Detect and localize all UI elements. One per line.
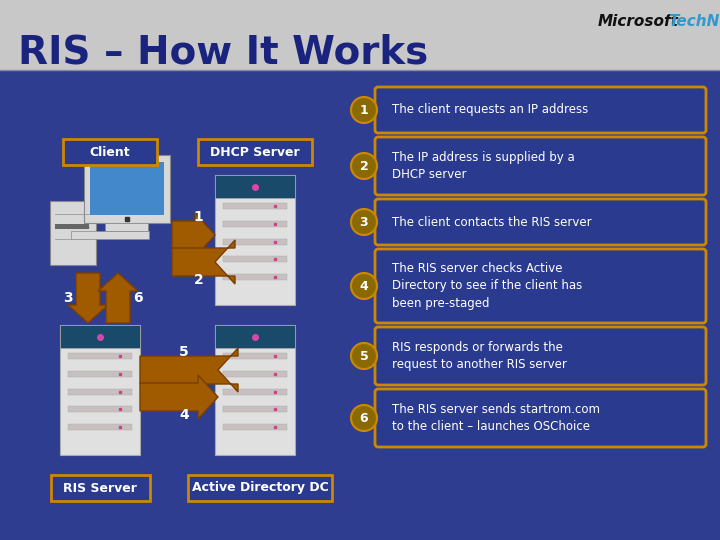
- Text: The IP address is supplied by a
DHCP server: The IP address is supplied by a DHCP ser…: [392, 151, 575, 181]
- Text: 2: 2: [359, 159, 369, 172]
- Circle shape: [351, 343, 377, 369]
- Text: 1: 1: [194, 210, 203, 224]
- Text: 1: 1: [359, 104, 369, 117]
- Bar: [223, 204, 287, 210]
- Bar: [68, 353, 132, 360]
- Text: 2: 2: [194, 273, 203, 287]
- Bar: [223, 388, 287, 395]
- FancyBboxPatch shape: [375, 199, 706, 245]
- Bar: [215, 325, 295, 348]
- Circle shape: [351, 405, 377, 431]
- Text: 3: 3: [63, 291, 73, 305]
- Bar: [0, 0, 720, 70]
- Bar: [223, 274, 287, 280]
- Text: 4: 4: [359, 280, 369, 293]
- Text: 6: 6: [360, 411, 369, 424]
- Text: The client contacts the RIS server: The client contacts the RIS server: [392, 215, 592, 228]
- Text: The RIS server sends startrom.com
to the client – launches OSChoice: The RIS server sends startrom.com to the…: [392, 403, 600, 433]
- Text: 5: 5: [359, 349, 369, 362]
- Circle shape: [351, 273, 377, 299]
- Bar: [223, 239, 287, 245]
- Bar: [84, 155, 170, 223]
- Bar: [55, 224, 89, 228]
- Polygon shape: [140, 375, 218, 419]
- Text: TechNet: TechNet: [668, 15, 720, 30]
- Polygon shape: [68, 273, 108, 323]
- Bar: [215, 175, 295, 198]
- FancyBboxPatch shape: [375, 137, 706, 195]
- Polygon shape: [172, 213, 215, 257]
- Text: DHCP Server: DHCP Server: [210, 145, 300, 159]
- Bar: [68, 371, 132, 377]
- Bar: [68, 424, 132, 430]
- Bar: [223, 371, 287, 377]
- FancyBboxPatch shape: [60, 325, 140, 455]
- Bar: [90, 162, 164, 215]
- FancyBboxPatch shape: [375, 327, 706, 385]
- FancyBboxPatch shape: [375, 389, 706, 447]
- Text: RIS responds or forwards the
request to another RIS server: RIS responds or forwards the request to …: [392, 341, 567, 371]
- FancyBboxPatch shape: [63, 139, 157, 165]
- Polygon shape: [140, 348, 238, 392]
- Bar: [223, 353, 287, 360]
- FancyBboxPatch shape: [198, 139, 312, 165]
- Bar: [71, 231, 149, 239]
- Text: 6: 6: [133, 291, 143, 305]
- Bar: [223, 221, 287, 227]
- FancyBboxPatch shape: [375, 249, 706, 323]
- FancyBboxPatch shape: [50, 475, 150, 501]
- Text: Active Directory DC: Active Directory DC: [192, 482, 328, 495]
- FancyBboxPatch shape: [188, 475, 332, 501]
- FancyBboxPatch shape: [215, 325, 295, 455]
- Text: Microsoft: Microsoft: [598, 15, 679, 30]
- Text: RIS – How It Works: RIS – How It Works: [18, 33, 428, 71]
- Bar: [223, 406, 287, 412]
- Text: The client requests an IP address: The client requests an IP address: [392, 104, 588, 117]
- FancyBboxPatch shape: [215, 175, 295, 305]
- Bar: [68, 406, 132, 412]
- Text: 3: 3: [360, 215, 369, 228]
- Bar: [50, 201, 96, 265]
- Bar: [68, 388, 132, 395]
- Polygon shape: [98, 273, 138, 323]
- Circle shape: [351, 153, 377, 179]
- Bar: [105, 223, 148, 231]
- Bar: [60, 325, 140, 348]
- Bar: [0, 70, 720, 540]
- Text: 5: 5: [179, 345, 189, 359]
- Circle shape: [351, 209, 377, 235]
- Bar: [223, 256, 287, 262]
- Bar: [223, 424, 287, 430]
- Text: Client: Client: [90, 145, 130, 159]
- Polygon shape: [172, 240, 235, 284]
- FancyBboxPatch shape: [375, 87, 706, 133]
- Text: 4: 4: [179, 408, 189, 422]
- Circle shape: [351, 97, 377, 123]
- Text: RIS Server: RIS Server: [63, 482, 137, 495]
- Text: The RIS server checks Active
Directory to see if the client has
been pre-staged: The RIS server checks Active Directory t…: [392, 262, 582, 309]
